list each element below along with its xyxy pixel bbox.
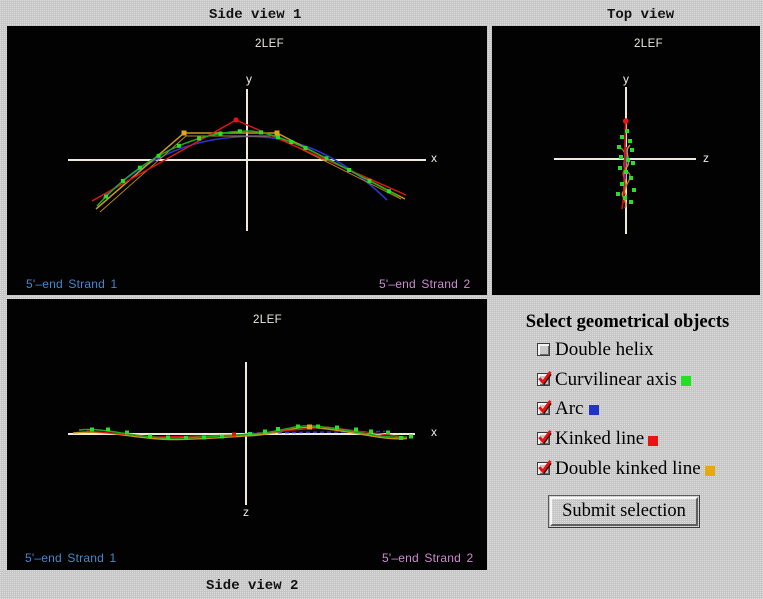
svg-text:y: y xyxy=(246,72,252,86)
svg-text:z: z xyxy=(703,151,709,165)
svg-text:x: x xyxy=(431,425,437,439)
svg-text:y: y xyxy=(623,72,629,86)
svg-text:x: x xyxy=(431,151,437,165)
svg-text:z: z xyxy=(243,505,249,519)
